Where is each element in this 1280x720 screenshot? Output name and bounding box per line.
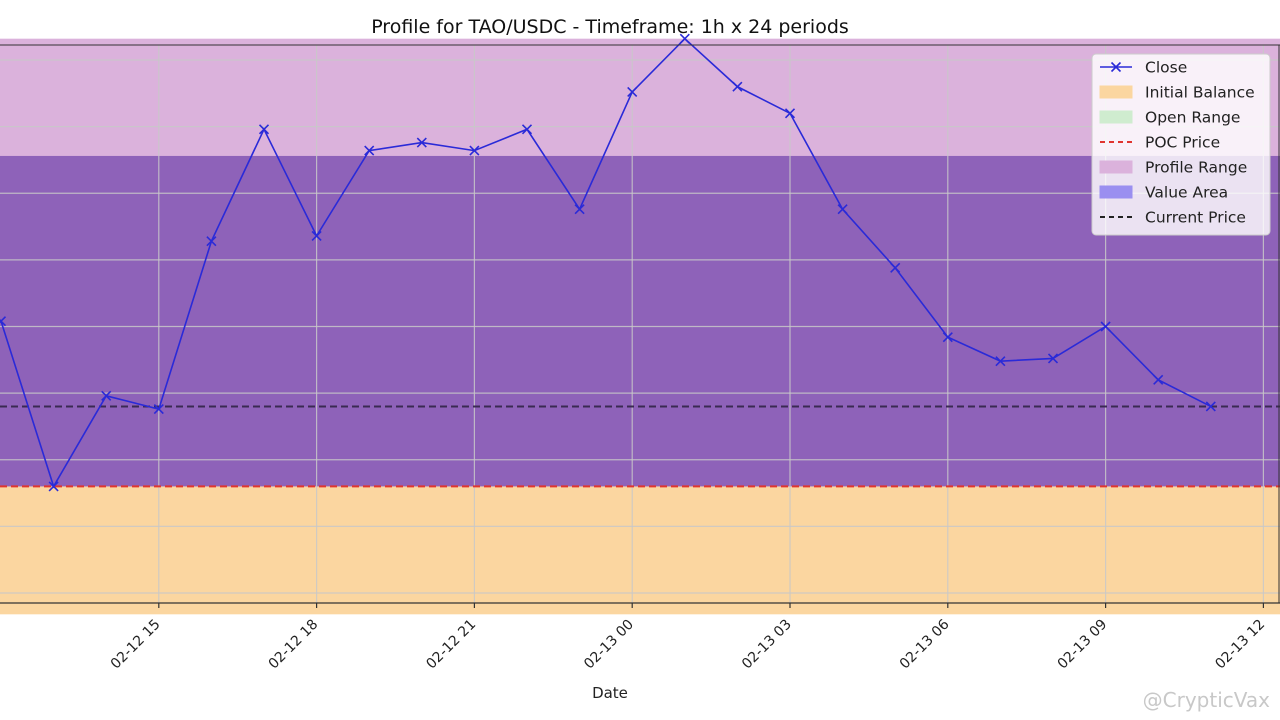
data-point-marker	[258, 124, 270, 135]
data-point-marker	[627, 86, 638, 98]
data-point-marker	[1205, 401, 1216, 412]
data-point-marker	[101, 390, 112, 401]
data-point-marker	[890, 262, 901, 273]
data-point-marker	[679, 33, 690, 44]
data-point-marker	[837, 204, 848, 215]
watermark: @CrypticVax	[1142, 688, 1270, 712]
x-tick-label: 02-12 18	[266, 617, 322, 673]
legend-label: Close	[1145, 59, 1187, 77]
legend-swatch-patch	[1099, 160, 1133, 174]
x-axis-label: Date	[592, 684, 628, 702]
legend-label: Open Range	[1145, 109, 1240, 127]
data-point-marker	[364, 145, 375, 156]
legend-label: Value Area	[1145, 184, 1228, 202]
data-point-marker	[784, 108, 796, 119]
data-point-marker	[153, 404, 164, 415]
data-point-marker	[521, 124, 533, 135]
data-point-marker	[206, 236, 217, 247]
data-point-marker	[48, 481, 59, 492]
plot-area: 02-12 15 02-12 18 02-12 21 02-13 00 02-13 03…	[0, 33, 1280, 673]
data-point-marker	[469, 145, 480, 156]
legend-label: Current Price	[1145, 209, 1246, 227]
legend-swatch-patch	[1099, 85, 1133, 99]
legend-label: POC Price	[1145, 134, 1220, 152]
x-tick-label: 02-13 03	[739, 617, 795, 673]
data-point-marker	[574, 204, 585, 215]
band-value-area	[0, 155, 1280, 487]
data-point-marker	[0, 316, 7, 327]
legend-swatch-patch	[1099, 185, 1133, 199]
data-point-marker	[1153, 374, 1164, 385]
chart-title: Profile for TAO/USDC - Timeframe: 1h x 2…	[371, 16, 849, 38]
data-point-marker	[311, 230, 322, 241]
legend-label: Initial Balance	[1145, 84, 1255, 102]
x-tick-label: 02-13 12	[1212, 617, 1268, 673]
x-tick-label: 02-12 15	[108, 617, 164, 673]
legend-swatch-marker	[1110, 61, 1122, 73]
data-point-marker	[995, 356, 1006, 367]
data-point-marker	[732, 81, 743, 92]
legend-swatch-patch	[1099, 110, 1133, 124]
x-tick-label: 02-13 06	[897, 616, 953, 672]
data-point-marker	[942, 332, 953, 343]
data-point-marker	[416, 137, 427, 148]
x-tick-label: 02-12 21	[423, 617, 479, 673]
x-tick-label: 02-13 09	[1055, 617, 1111, 673]
data-point-marker	[1047, 353, 1059, 364]
legend: Close Initial Balance Open Range POC Price P…	[1091, 53, 1271, 236]
legend-label: Profile Range	[1145, 159, 1247, 177]
legend-box	[1091, 53, 1271, 236]
series-line-close	[0, 37, 1212, 489]
data-point-marker	[1100, 321, 1111, 332]
x-tick-label: 02-13 00	[581, 617, 637, 673]
band-initial-balance	[0, 486, 1280, 615]
